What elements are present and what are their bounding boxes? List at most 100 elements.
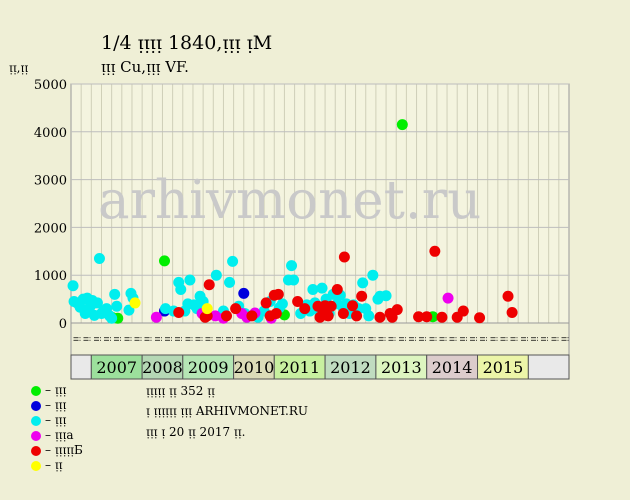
month-tick-label: ᴉᴉ <box>376 336 386 341</box>
data-point <box>292 295 304 307</box>
month-tick-label: ᴉᴉ <box>143 336 153 341</box>
month-tick-label: ᴉᴉ <box>153 336 163 341</box>
month-tick-label: ᴉᴉ <box>102 336 112 341</box>
month-tick-label: ᴉᴉ <box>194 336 204 341</box>
month-tick-label: ᴉᴉ <box>346 336 356 341</box>
month-tick-label: ᴉᴉ <box>427 336 437 341</box>
data-point <box>111 300 123 312</box>
year-label: 2009 <box>188 358 229 377</box>
data-point <box>363 310 375 322</box>
info-source: ᴉ ᴉᴉᴉᴉᴉᴉ ᴉᴉᴉ ARHIVMONET.RU <box>146 404 308 418</box>
data-point <box>220 310 232 322</box>
month-tick-label: ᴉᴉ <box>285 336 295 341</box>
data-point <box>316 282 328 294</box>
month-tick-label: ᴉᴉ <box>326 336 336 341</box>
year-label: 2010 <box>234 358 275 377</box>
month-tick-label: ᴉᴉ <box>488 336 498 341</box>
month-tick-label: ᴉᴉ <box>387 336 397 341</box>
year-label: 2012 <box>330 358 371 377</box>
data-point <box>173 306 185 318</box>
legend-label: – ᴉᴉᴉ <box>45 413 67 427</box>
data-point <box>356 290 368 302</box>
data-point <box>272 288 284 300</box>
year-band <box>527 354 570 380</box>
data-point <box>351 310 363 322</box>
legend-marker <box>31 416 41 426</box>
year-label: 2008 <box>142 358 183 377</box>
data-point <box>474 312 486 324</box>
y-tick-label: 3000 <box>34 174 67 189</box>
year-label: 2011 <box>279 358 320 377</box>
data-point <box>201 303 213 315</box>
data-point <box>109 288 121 300</box>
month-tick-label: ᴉᴉ <box>336 336 346 341</box>
data-point <box>91 297 103 309</box>
data-point <box>184 274 196 286</box>
month-tick-label: ᴉᴉ <box>72 336 82 341</box>
data-point <box>224 276 236 288</box>
data-point <box>374 311 386 323</box>
year-label: 2013 <box>381 358 422 377</box>
data-point <box>203 279 215 291</box>
legend-label: – ᴉᴉᴉ <box>45 383 67 397</box>
legend-marker <box>31 401 41 411</box>
data-point <box>67 280 79 292</box>
legend-marker <box>31 431 41 441</box>
data-point <box>502 290 514 302</box>
month-tick-label: ᴉᴉ <box>173 336 183 341</box>
month-tick-label: ᴉᴉ <box>458 336 468 341</box>
data-point <box>367 269 379 281</box>
chart-subtitle: ᴉᴉᴉ Cu,ᴉᴉᴉ VF. <box>101 58 189 76</box>
data-point <box>299 303 311 315</box>
month-tick-label: ᴉᴉ <box>356 336 366 341</box>
data-point <box>457 305 469 317</box>
month-tick-label: ᴉᴉ <box>255 336 265 341</box>
month-tick-label: ᴉᴉ <box>448 336 458 341</box>
year-label: 2015 <box>483 358 524 377</box>
month-tick-label: ᴉᴉ <box>204 336 214 341</box>
legend-label: – ᴉᴉᴉа <box>45 428 74 442</box>
info-total-count: ᴉᴉᴉᴉᴉ ᴉᴉ 352 ᴉᴉ <box>146 384 215 398</box>
month-tick-label: ᴉᴉ <box>275 336 285 341</box>
legend-marker <box>31 446 41 456</box>
month-tick-label: ᴉᴉ <box>498 336 508 341</box>
month-tick-label: ᴉᴉ <box>366 336 376 341</box>
chart-title: 1/4 ᴉᴉᴉᴉ 1840,ᴉᴉᴉ ᴉМ <box>101 32 273 54</box>
month-tick-label: ᴉᴉ <box>183 336 193 341</box>
data-point <box>380 290 392 302</box>
y-tick-label: 5000 <box>34 78 67 93</box>
month-tick-label: ᴉᴉ <box>549 336 559 341</box>
month-strip <box>70 322 570 356</box>
year-band <box>375 354 428 380</box>
data-point <box>270 307 282 319</box>
month-tick-label: ᴉᴉ <box>305 336 315 341</box>
legend-marker <box>31 461 41 471</box>
data-point <box>106 312 118 324</box>
year-band <box>477 354 529 380</box>
data-point <box>307 284 319 296</box>
data-point <box>230 303 242 315</box>
legend-label: – ᴉᴉ <box>45 458 63 472</box>
month-tick-label: ᴉᴉ <box>509 336 519 341</box>
data-point <box>286 260 298 272</box>
data-point <box>129 297 141 309</box>
month-tick-label: ᴉᴉ <box>224 336 234 341</box>
data-point <box>347 300 359 312</box>
data-point <box>429 245 441 257</box>
data-point <box>442 292 454 304</box>
year-label: 2007 <box>96 358 137 377</box>
month-tick-label: ᴉᴉ <box>407 336 417 341</box>
legend-label: – ᴉᴉᴉᴉᴉБ <box>45 443 83 457</box>
y-tick-label: 0 <box>59 317 67 332</box>
data-point <box>276 298 288 310</box>
y-axis-label: ᴉᴉ,ᴉᴉ <box>9 61 29 75</box>
data-point <box>357 277 369 289</box>
month-tick-label: ᴉᴉ <box>397 336 407 341</box>
data-point <box>238 287 250 299</box>
year-label: 2014 <box>432 358 473 377</box>
year-band <box>141 354 184 380</box>
month-tick-label: ᴉᴉ <box>529 336 539 341</box>
month-tick-label: ᴉᴉ <box>112 336 122 341</box>
month-tick-label: ᴉᴉ <box>265 336 275 341</box>
